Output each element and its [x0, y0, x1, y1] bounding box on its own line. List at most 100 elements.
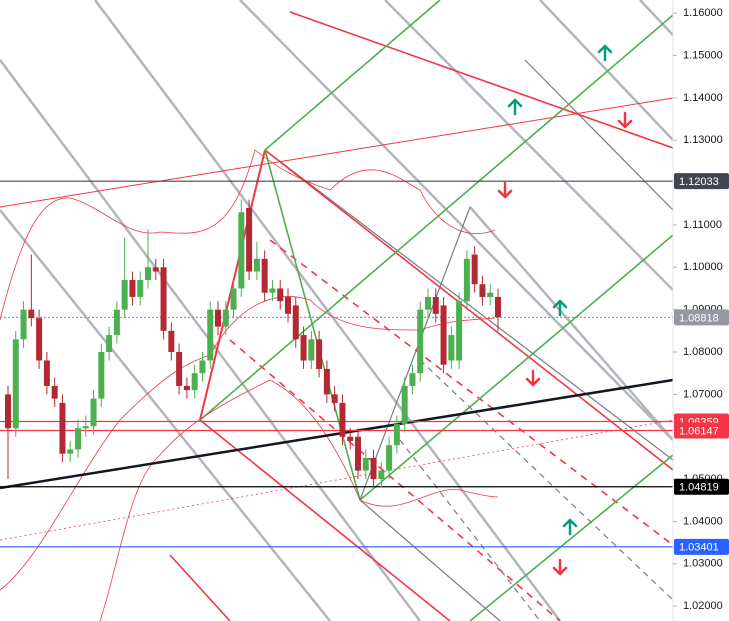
- candle-body: [137, 280, 144, 297]
- trend-line: [399, 439, 541, 621]
- y-tick-label: 1.08000: [683, 346, 723, 358]
- candle-body: [323, 368, 330, 395]
- trend-line: [264, 149, 674, 471]
- price-tag: [674, 173, 729, 190]
- candle-body: [98, 352, 105, 399]
- candle-body: [471, 254, 478, 285]
- trend-line: [639, 0, 674, 36]
- trend-line: [264, 0, 441, 151]
- candle-body: [215, 309, 221, 327]
- candle-body: [339, 402, 346, 437]
- gray-channel-lines: [0, 0, 674, 621]
- candle-body: [59, 402, 66, 454]
- y-tick-label: 1.15000: [683, 49, 723, 61]
- candle-body: [121, 280, 128, 310]
- candle-body: [355, 436, 361, 471]
- candle-body: [152, 267, 159, 272]
- candle-body: [308, 339, 315, 361]
- y-tick-label: 1.10000: [683, 261, 723, 273]
- green-pitchfork: [199, 0, 674, 621]
- y-tick-label: 1.03000: [683, 558, 723, 570]
- candle-body: [222, 309, 229, 327]
- candle-body: [90, 398, 97, 427]
- trend-line: [419, 359, 674, 601]
- trend-line: [169, 554, 231, 621]
- candle-body: [440, 305, 447, 365]
- trend-line: [269, 239, 674, 546]
- candle-body: [370, 457, 377, 480]
- candle-body: [448, 335, 455, 361]
- candle-body: [43, 360, 50, 386]
- trend-line: [199, 419, 451, 621]
- candle-body: [199, 360, 206, 374]
- trend-line: [289, 11, 674, 149]
- drawings: [0, 0, 674, 621]
- candle-body: [347, 436, 354, 441]
- candle-body: [285, 296, 291, 314]
- axis-labels: 1.16000 1.15000 1.14000 1.13000 1.11000 1.100…: [673, 7, 729, 612]
- y-tick-label: 1.04000: [683, 515, 723, 527]
- candle-body: [82, 426, 89, 429]
- price-tag-label: 1.08818: [679, 312, 719, 324]
- candle-body: [75, 428, 81, 450]
- up-arrow: [562, 518, 578, 536]
- price-tag-label: 1.03401: [679, 542, 719, 554]
- candle-body: [495, 296, 501, 318]
- lower-band: [99, 379, 499, 621]
- candle-body: [261, 258, 268, 293]
- candle-body: [269, 288, 276, 293]
- candle-body: [401, 385, 408, 425]
- price-tag-label: 1.12033: [679, 176, 719, 188]
- candle-body: [425, 296, 431, 310]
- candle-body: [487, 292, 494, 297]
- candle-body: [378, 470, 385, 480]
- candle-body: [20, 309, 27, 340]
- candle-body: [331, 394, 338, 403]
- candle-body: [51, 385, 58, 399]
- y-tick-label: 1.13000: [683, 134, 723, 146]
- price-tag: [674, 478, 729, 495]
- up-arrow: [597, 44, 613, 62]
- price-tag: [674, 422, 729, 439]
- candle-body: [246, 207, 253, 272]
- price-tag-label: 1.06147: [679, 425, 719, 437]
- trend-line: [0, 209, 331, 621]
- candle-body: [393, 424, 400, 446]
- candle-body: [386, 445, 393, 471]
- trend-line: [539, 0, 674, 141]
- candle-body: [67, 449, 74, 454]
- trend-line: [199, 14, 674, 421]
- up-arrow: [507, 98, 523, 116]
- trend-line: [199, 149, 266, 421]
- trend-line: [469, 206, 674, 441]
- candle-body: [253, 258, 260, 272]
- candle-body: [160, 267, 167, 331]
- candle-body: [5, 394, 11, 429]
- candle-body: [300, 335, 307, 361]
- candle-body: [409, 373, 416, 386]
- candle-body: [238, 212, 245, 289]
- candle-body: [113, 309, 120, 336]
- trend-line: [0, 419, 674, 541]
- price-lines: [0, 180, 673, 548]
- trend-line: [384, 0, 674, 291]
- trend-line: [264, 149, 674, 461]
- up-arrow: [552, 299, 568, 317]
- y-tick-label: 1.11000: [683, 219, 722, 231]
- candle-body: [230, 288, 237, 310]
- black-trend-line: [0, 378, 674, 490]
- down-arrow: [617, 111, 633, 129]
- signal-arrows: [497, 44, 633, 576]
- trend-line: [359, 499, 501, 621]
- candle-body: [417, 309, 424, 374]
- price-tag: [674, 309, 729, 326]
- candle-body: [207, 309, 214, 361]
- candle-body: [36, 318, 43, 361]
- candle-body: [129, 280, 136, 297]
- candle-body: [432, 296, 439, 314]
- candle-body: [277, 288, 284, 302]
- trend-line: [524, 59, 674, 211]
- y-tick-label: 1.14000: [683, 92, 723, 104]
